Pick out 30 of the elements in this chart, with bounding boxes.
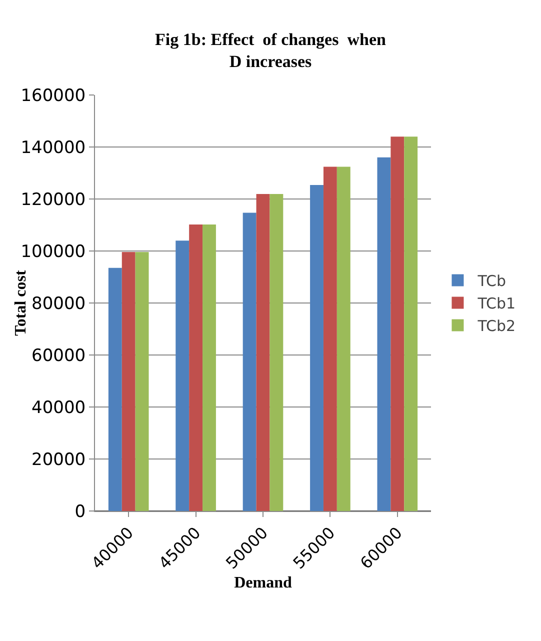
bar (336, 166, 350, 511)
bar (108, 268, 122, 511)
bar (189, 224, 203, 511)
bar (270, 194, 284, 511)
legend-label: TCb2 (476, 317, 516, 336)
bar (242, 212, 256, 511)
bar (404, 136, 418, 511)
bar (135, 252, 149, 511)
bar (390, 136, 404, 511)
bar (122, 252, 136, 511)
y-axis-title: Total cost (12, 270, 30, 336)
bar (310, 184, 324, 511)
y-tick-label: 40000 (32, 398, 86, 418)
y-tick-label: 0 (74, 502, 86, 522)
bar (256, 194, 270, 511)
y-tick-label: 80000 (32, 294, 86, 314)
x-axis-title: Demand (234, 574, 292, 592)
y-tick-label: 120000 (20, 190, 86, 210)
bar (176, 240, 190, 511)
y-tick-label: 160000 (20, 86, 86, 106)
bar (202, 224, 216, 511)
legend-label: TCb1 (476, 294, 516, 313)
y-tick-label: 140000 (20, 138, 86, 158)
y-tick-label: 100000 (20, 242, 86, 262)
bar (377, 157, 391, 511)
chart-title: Fig 1b: Effect of changes when D increases (155, 30, 386, 71)
bar (323, 166, 337, 511)
y-tick-label: 60000 (32, 346, 86, 366)
legend-label: TCb (476, 272, 506, 290)
y-tick-label: 20000 (32, 450, 86, 470)
